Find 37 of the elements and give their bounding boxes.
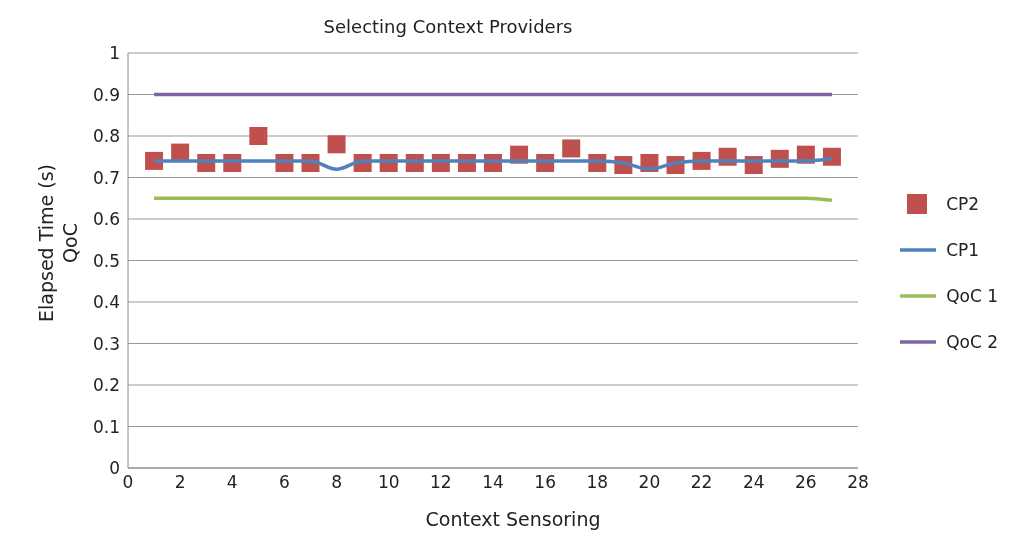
x-tick-label: 6 [279,472,290,493]
y-tick-label: 0.2 [92,375,120,396]
y-tick-label: 0 [109,458,120,479]
y-tick-label: 0.6 [92,209,120,230]
x-tick-label: 22 [690,472,713,493]
x-tick-label: 0 [122,472,134,493]
y-tick-label: 0.3 [92,333,120,354]
point [327,135,346,154]
x-tick-label: 14 [482,472,504,493]
y-axis-title: Elapsed Time (s) QoC [34,164,82,322]
x-tick-label: 2 [174,472,186,493]
x-tick-label: 26 [795,472,817,493]
point [822,147,841,166]
x-tick-label: 24 [742,472,765,493]
y-tick-label: 0.1 [92,416,120,437]
y-tick-label: 0.5 [92,250,120,271]
point [249,127,268,145]
x-tick-label: 20 [638,472,661,493]
legend-label: QoC 2 [946,332,998,352]
point [562,139,581,158]
x-tick-label: 4 [226,472,238,493]
y-tick-label: 0.7 [92,167,120,188]
x-tick-label: 16 [534,472,556,493]
y-tick-label: 0.8 [92,126,120,147]
x-axis-title: Context Sensoring [424,508,602,530]
x-tick-label: 12 [430,472,452,493]
legend-label: QoC 1 [946,286,998,306]
x-tick-label: 18 [586,472,609,493]
legend-label: CP2 [946,194,980,214]
legend-label: CP1 [946,240,980,260]
x-tick-label: 8 [331,472,342,493]
x-tick-label: 28 [847,472,869,493]
chart-title: Selecting Context Providers [322,16,574,37]
y-tick-label: 0.4 [92,292,120,313]
y-tick-label: 0.9 [92,84,120,105]
y-tick-label: 1 [109,43,120,64]
x-tick-label: 10 [377,472,400,493]
